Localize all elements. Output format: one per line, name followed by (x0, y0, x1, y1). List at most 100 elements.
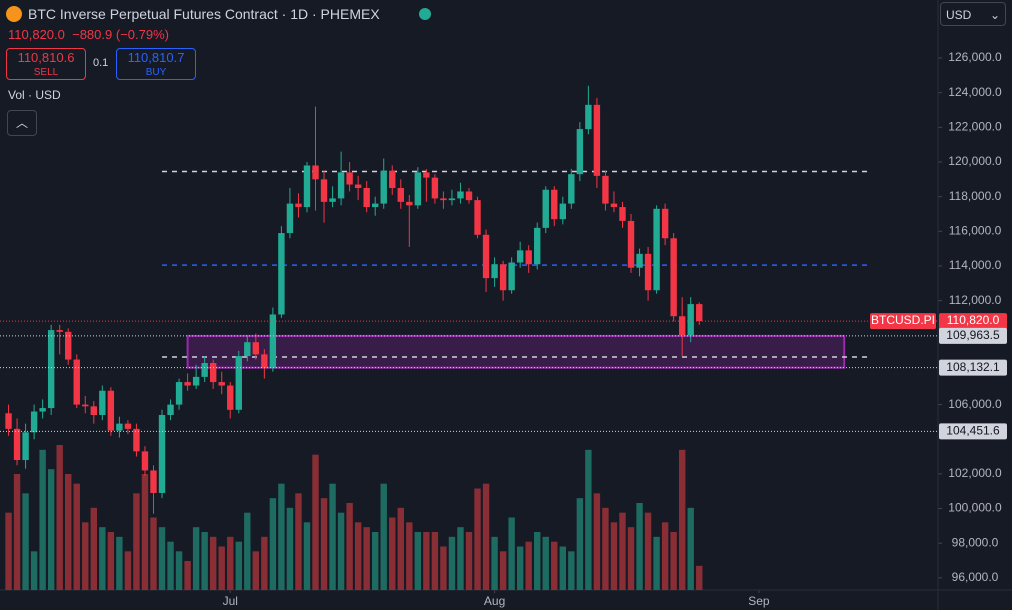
spread: 0.1 (93, 57, 109, 69)
volume-bar (346, 503, 353, 590)
volume-bar (482, 483, 490, 590)
candle-body (303, 165, 311, 208)
volume-bar (261, 536, 268, 590)
y-tick-label: 116,000.0 (949, 223, 1002, 237)
candle-body (585, 104, 592, 130)
volume-bar (491, 536, 498, 590)
y-tick-label: 100,000.0 (948, 501, 1002, 515)
candle-body (619, 207, 626, 221)
candle-body (653, 208, 660, 291)
candle-body (534, 227, 541, 265)
y-tick-label: 118,000.0 (949, 189, 1002, 203)
candle-body (22, 432, 29, 461)
volume-bar (559, 546, 566, 590)
volume-bar (56, 445, 63, 590)
sell-button[interactable]: 110,810.6 SELL (6, 48, 86, 80)
candle-body (508, 262, 515, 291)
y-tick-label: 124,000.0 (948, 85, 1002, 99)
zone (186, 334, 846, 369)
candle-body (39, 408, 46, 412)
candle-body (610, 203, 618, 208)
price-tag-label: 108,132.1 (946, 360, 1000, 374)
volume-bar (644, 512, 652, 590)
volume-bar (423, 532, 430, 590)
volume-bar (602, 507, 609, 590)
volume-bar (158, 527, 166, 590)
candle-body (133, 428, 140, 452)
volume-bar (457, 527, 464, 590)
price-tag (939, 359, 1007, 376)
candle-body (465, 191, 473, 201)
volume-bar (440, 546, 447, 590)
volume-bar (141, 474, 149, 590)
volume-bar (619, 512, 626, 590)
candle-body (397, 188, 404, 202)
price-tag-label: 104,451.6 (946, 424, 1000, 438)
candle-body (568, 174, 575, 204)
price-tag-label: 110,820.0 (947, 313, 1000, 327)
candle-body (380, 170, 387, 204)
candle-body (491, 264, 498, 279)
candle-body (244, 342, 251, 357)
collapse-button[interactable]: ︿ (7, 110, 37, 136)
candle-body (448, 198, 456, 201)
candle-body (65, 331, 72, 360)
candle-body (346, 172, 353, 185)
candle-body (124, 423, 132, 429)
candle-body (184, 382, 191, 386)
volume-bar (568, 551, 575, 590)
volume-bar (653, 536, 660, 590)
volume-bar (278, 483, 285, 590)
y-tick-label: 102,000.0 (948, 466, 1002, 480)
volume-bar (551, 541, 558, 590)
candle-body (116, 423, 123, 431)
volume-bar (696, 565, 703, 590)
candle-body (218, 382, 225, 386)
candle-body (551, 189, 558, 220)
volume-bar (82, 522, 89, 590)
candle-body (337, 172, 345, 199)
volume-bar (47, 469, 55, 590)
candle-body (227, 385, 234, 410)
candle-body (320, 179, 328, 202)
buy-button[interactable]: 110,810.7 BUY (116, 48, 196, 80)
symbol-tag (870, 313, 936, 330)
volume-bar (201, 532, 208, 590)
candle-body (30, 411, 38, 433)
volume-bar (320, 498, 328, 590)
candle-body (474, 200, 481, 235)
candle-body (90, 406, 97, 415)
price-tag (939, 327, 1007, 344)
x-tick-label: Jul (223, 594, 238, 608)
candle-body (457, 191, 464, 199)
y-tick-label: 114,000.0 (949, 258, 1002, 272)
volume-bar (295, 493, 302, 590)
volume-bar (576, 498, 584, 590)
volume-bar (175, 551, 183, 590)
candle-body (516, 250, 524, 263)
volume-bar (252, 551, 260, 590)
candle-body (431, 177, 439, 199)
coin-icon (6, 6, 22, 22)
candle-body (73, 359, 80, 405)
currency-select[interactable]: USD ⌄ (940, 2, 1006, 26)
candle-body (99, 390, 106, 415)
volume-bar (380, 483, 387, 590)
candle-body (602, 175, 609, 204)
y-tick-label: 112,000.0 (949, 293, 1002, 307)
candle-body (209, 363, 217, 383)
candle-body (47, 330, 55, 409)
candle-body (499, 264, 507, 291)
candle-body (354, 184, 362, 189)
volume-bar (627, 527, 635, 590)
candle-body (56, 330, 63, 332)
volume-bar (474, 488, 481, 590)
volume-bar (5, 512, 12, 590)
candle-body (576, 129, 584, 175)
price-change: −880.9 (−0.79%) (72, 27, 169, 42)
volume-bar (30, 551, 38, 590)
candle-body (192, 376, 200, 386)
sell-label: SELL (33, 67, 59, 78)
volume-bar (269, 498, 277, 590)
